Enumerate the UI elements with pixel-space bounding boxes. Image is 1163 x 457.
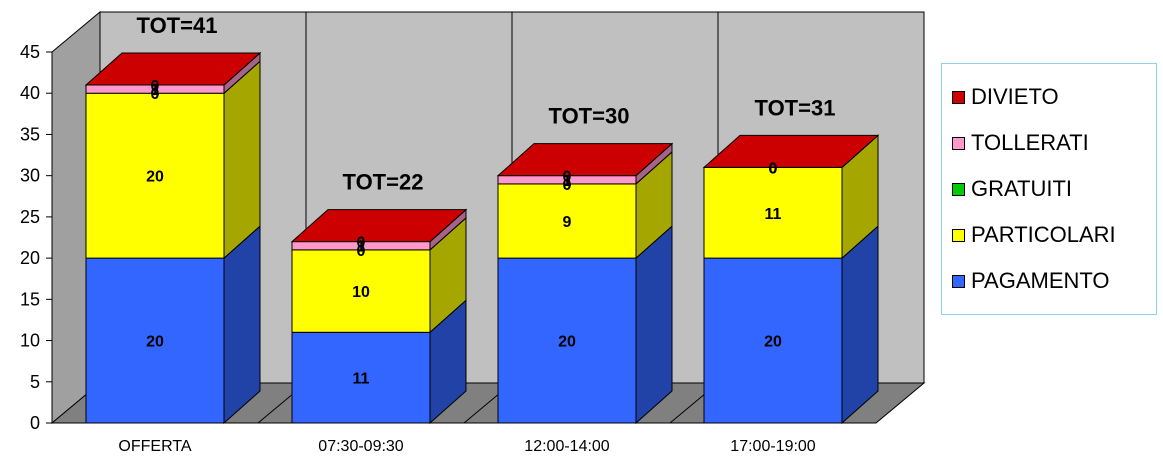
data-label: 1 xyxy=(357,239,366,256)
y-tick-label: 15 xyxy=(20,289,40,309)
data-label: 0 xyxy=(769,160,778,177)
bars xyxy=(84,51,880,425)
data-label: 0 xyxy=(357,235,366,252)
data-label: 10 xyxy=(352,284,370,301)
data-label: 0 xyxy=(151,78,160,95)
legend-swatch xyxy=(952,274,965,288)
data-label: 20 xyxy=(764,334,782,351)
bar-top xyxy=(84,52,262,86)
total-label: TOT=41 xyxy=(137,13,218,38)
bar-particolari xyxy=(291,249,431,333)
total-label: TOT=30 xyxy=(549,104,630,129)
y-tick-label: 10 xyxy=(20,331,40,351)
category-label: 07:30-09:30 xyxy=(318,438,404,455)
legend-item: GRATUITI xyxy=(942,166,1156,212)
data-label: 0 xyxy=(769,160,778,177)
data-label: 0 xyxy=(151,86,160,103)
total-label: TOT=22 xyxy=(343,170,424,195)
legend-label: PARTICOLARI xyxy=(971,222,1116,247)
bar-particolari xyxy=(703,166,843,259)
bar-pagamento xyxy=(291,331,431,424)
data-label: 11 xyxy=(353,371,370,388)
y-tick-label: 35 xyxy=(20,124,40,144)
legend-item: PAGAMENTO xyxy=(942,258,1156,304)
data-label: 0 xyxy=(563,169,572,186)
y-tick-label: 5 xyxy=(30,372,40,392)
total-label: TOT=31 xyxy=(755,95,836,120)
y-tick-label: 40 xyxy=(20,83,40,103)
bar-side-particolari xyxy=(223,60,261,260)
data-label: 0 xyxy=(357,243,366,260)
bar-top xyxy=(702,134,880,168)
bar-side-pagamento xyxy=(223,224,261,425)
data-label: 20 xyxy=(146,334,164,351)
bar-pagamento xyxy=(703,257,843,424)
category-label: 17:00-19:00 xyxy=(730,438,816,455)
legend-swatch xyxy=(952,228,965,242)
legend-swatch xyxy=(952,90,965,104)
data-label: 20 xyxy=(146,169,164,186)
labels: 2020010TOT=41OFFERTA1110010TOT=2207:30-0… xyxy=(118,13,835,455)
y-tick-label: 45 xyxy=(20,42,40,62)
legend-label: GRATUITI xyxy=(971,176,1073,201)
data-label: 1 xyxy=(151,82,160,99)
bar-top xyxy=(290,209,468,243)
data-label: 11 xyxy=(765,206,782,223)
data-label: 20 xyxy=(558,334,576,351)
legend-item: TOLLERATI xyxy=(942,120,1156,166)
bar-particolari xyxy=(497,183,637,259)
bar-side-pagamento xyxy=(841,224,879,425)
data-label: 1 xyxy=(563,173,572,190)
data-label: 9 xyxy=(563,214,572,231)
legend-label: TOLLERATI xyxy=(971,130,1089,155)
y-tick-label: 0 xyxy=(30,413,40,433)
bar-top xyxy=(496,143,674,177)
bar-pagamento xyxy=(85,257,225,424)
category-label: 12:00-14:00 xyxy=(524,438,610,455)
legend-label: PAGAMENTO xyxy=(971,268,1110,293)
bar-side-pagamento xyxy=(635,224,673,425)
y-tick-label: 20 xyxy=(20,248,40,268)
data-label: 0 xyxy=(563,177,572,194)
legend-swatch xyxy=(952,136,965,150)
data-label: 0 xyxy=(769,160,778,177)
legend-item: PARTICOLARI xyxy=(942,212,1156,258)
y-tick-label: 30 xyxy=(20,166,40,186)
legend-item: DIVIETO xyxy=(942,74,1156,120)
bar-pagamento xyxy=(497,257,637,424)
y-tick-label: 25 xyxy=(20,207,40,227)
legend-label: DIVIETO xyxy=(971,84,1059,109)
category-label: OFFERTA xyxy=(118,438,192,455)
legend: DIVIETO TOLLERATI GRATUITI PARTICOLARI PAGAM… xyxy=(941,63,1157,315)
legend-swatch xyxy=(952,182,965,196)
